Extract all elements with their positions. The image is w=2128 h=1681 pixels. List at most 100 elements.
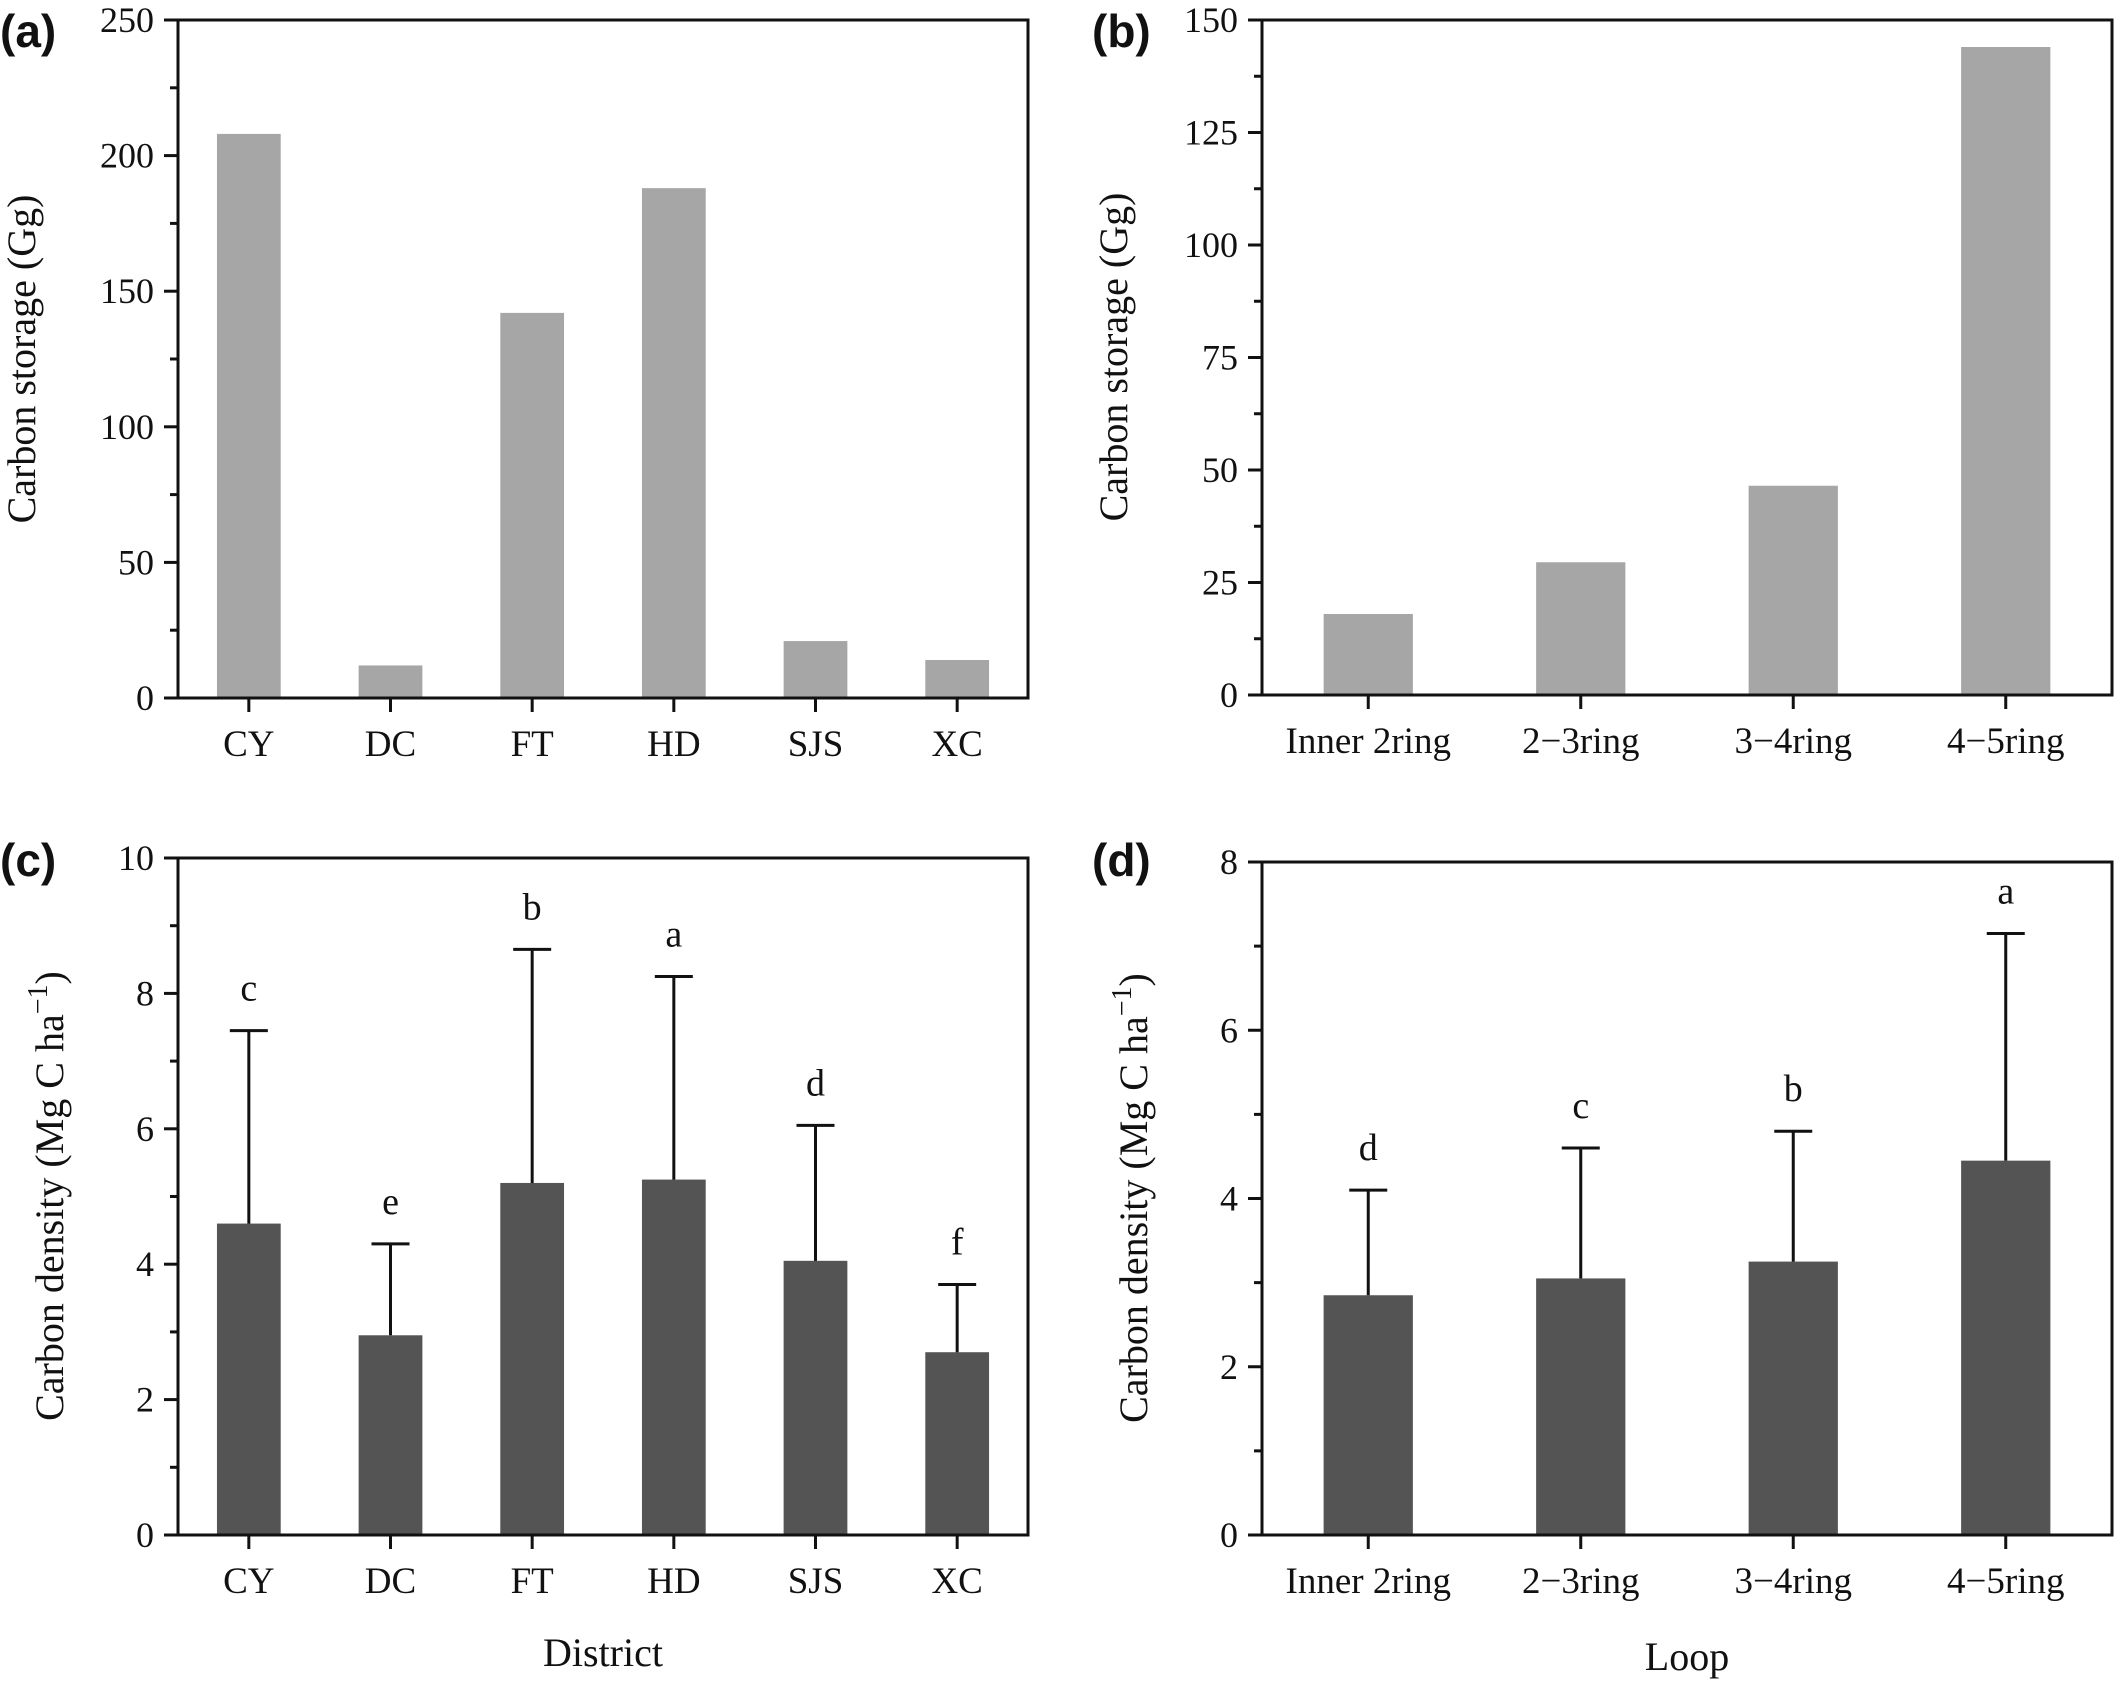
- bar-b-1: [1536, 562, 1626, 695]
- sig-letter-c-0: c: [240, 968, 257, 1010]
- ytick-label-c-4: 8: [136, 973, 154, 1013]
- category-label-a-2: FT: [511, 724, 554, 765]
- y-axis-label-a: Carbon storage (Gg): [0, 195, 44, 524]
- ytick-label-c-3: 6: [136, 1109, 154, 1149]
- bar-c-2: [500, 1182, 565, 1535]
- plot-frame-c: [176, 856, 1030, 1537]
- bar-d-2: [1748, 1261, 1838, 1535]
- ytick-label-d-1: 2: [1220, 1347, 1238, 1387]
- error-bar-d-1: [1561, 1146, 1600, 1279]
- panel-label-d: (d): [1092, 834, 1151, 886]
- category-label-c-3: HD: [647, 1561, 700, 1602]
- category-label-a-3: HD: [647, 724, 700, 765]
- bar-c-5: [925, 1352, 990, 1535]
- ytick-label-b-2: 50: [1202, 450, 1238, 490]
- bar-b-3: [1961, 47, 2051, 695]
- category-label-b-1: 2−3ring: [1522, 721, 1639, 762]
- sig-letter-d-1: c: [1572, 1085, 1589, 1127]
- bar-c-1: [358, 1335, 423, 1535]
- error-bar-c-0: [229, 1029, 268, 1224]
- error-bar-d-0: [1349, 1188, 1388, 1296]
- sig-letter-c-4: d: [806, 1062, 825, 1104]
- x-axis-label-d: Loop: [1645, 1634, 1729, 1679]
- y-axis-label-b: Carbon storage (Gg): [1091, 193, 1136, 522]
- sig-letter-c-2: b: [523, 886, 542, 928]
- panel-label-b: (b): [1092, 5, 1151, 57]
- panel-a: 0 50 100 150 200 250 CY DC FT HD SJS XC (a) Carbon st…: [0, 0, 1030, 765]
- ytick-label-c-5: 10: [118, 838, 154, 878]
- bar-d-0: [1323, 1295, 1413, 1535]
- bar-b-0: [1323, 614, 1413, 695]
- category-label-d-0: Inner 2ring: [1286, 1561, 1451, 1602]
- category-label-a-5: XC: [931, 724, 982, 765]
- ytick-label-a-5: 250: [100, 0, 154, 40]
- y-axis-label-sup-d: −1: [1107, 986, 1138, 1016]
- ytick-label-d-4: 8: [1220, 842, 1238, 882]
- y-axis-label-sup-c: −1: [23, 984, 54, 1014]
- ytick-label-b-6: 150: [1184, 0, 1238, 40]
- bar-c-4: [783, 1260, 848, 1535]
- bar-d-3: [1961, 1160, 2051, 1535]
- sig-letter-d-3: a: [1997, 871, 2014, 913]
- category-label-b-0: Inner 2ring: [1286, 721, 1451, 762]
- panel-c: c e b a d f 0 2 4 6 8 10 CY DC FT HD SJS XC (c) Carbon dens…: [0, 834, 1030, 1675]
- ytick-label-c-2: 4: [136, 1244, 154, 1284]
- category-label-d-2: 3−4ring: [1735, 1561, 1852, 1602]
- panel-label-c: (c): [0, 834, 56, 886]
- sig-letter-c-5: f: [951, 1222, 964, 1264]
- category-label-c-5: XC: [931, 1561, 982, 1602]
- error-bar-d-2: [1774, 1129, 1813, 1262]
- category-label-c-4: SJS: [788, 1561, 844, 1602]
- bar-a-3: [641, 188, 706, 699]
- ytick-label-b-0: 0: [1220, 675, 1238, 715]
- ytick-label-b-4: 100: [1184, 225, 1238, 265]
- category-label-c-2: FT: [511, 1561, 554, 1602]
- sig-letter-d-0: d: [1359, 1127, 1378, 1169]
- ytick-label-d-0: 0: [1220, 1515, 1238, 1555]
- ytick-label-a-4: 200: [100, 136, 154, 176]
- error-bar-c-3: [654, 974, 693, 1180]
- bar-a-2: [500, 312, 565, 698]
- ytick-label-a-0: 0: [136, 678, 154, 718]
- ytick-label-b-5: 125: [1184, 113, 1238, 153]
- category-label-a-4: SJS: [788, 724, 844, 765]
- plot-frame-a: [176, 18, 1030, 700]
- ytick-label-a-1: 50: [118, 542, 154, 582]
- category-label-b-2: 3−4ring: [1735, 721, 1852, 762]
- ytick-label-a-2: 100: [100, 407, 154, 447]
- ytick-label-b-3: 75: [1202, 338, 1238, 378]
- category-label-c-0: CY: [223, 1561, 274, 1602]
- sig-letter-c-1: e: [382, 1181, 399, 1223]
- category-label-a-1: DC: [365, 724, 416, 765]
- error-bar-c-4: [796, 1123, 835, 1261]
- y-axis-label-end-d: ): [1111, 973, 1156, 986]
- bar-b-2: [1748, 485, 1838, 695]
- category-label-c-1: DC: [365, 1561, 416, 1602]
- y-axis-label-c: Carbon density (Mg C ha−1): [23, 971, 72, 1421]
- panel-d: d c b a 0 2 4 6 8 Inner 2ring 2−3ring 3−4ring 4−5rin…: [1092, 834, 2114, 1679]
- y-axis-label-main-d: Carbon density (Mg C ha: [1111, 1016, 1156, 1423]
- category-label-b-3: 4−5ring: [1947, 721, 2064, 762]
- bar-a-5: [925, 660, 990, 698]
- bar-a-4: [783, 641, 848, 698]
- ytick-label-a-3: 150: [100, 271, 154, 311]
- x-axis-label-c: District: [543, 1630, 663, 1675]
- error-bar-c-2: [513, 947, 552, 1183]
- bar-d-1: [1536, 1278, 1626, 1535]
- category-label-a-0: CY: [223, 724, 274, 765]
- bar-c-0: [216, 1223, 281, 1535]
- y-axis-label-d: Carbon density (Mg C ha−1): [1107, 973, 1156, 1423]
- category-label-d-3: 4−5ring: [1947, 1561, 2064, 1602]
- panel-b: 0 25 50 75 100 125 150 Inner 2ring 2−3ring 3−4rin…: [1091, 0, 2114, 762]
- ytick-label-c-0: 0: [136, 1515, 154, 1555]
- ytick-label-d-2: 4: [1220, 1179, 1238, 1219]
- bar-a-1: [358, 665, 423, 698]
- category-label-d-1: 2−3ring: [1522, 1561, 1639, 1602]
- sig-letter-d-2: b: [1784, 1068, 1803, 1110]
- sig-letter-c-3: a: [665, 913, 682, 955]
- bar-a-0: [216, 133, 281, 699]
- ytick-label-c-1: 2: [136, 1380, 154, 1420]
- ytick-label-d-3: 6: [1220, 1010, 1238, 1050]
- error-bar-c-1: [371, 1242, 410, 1336]
- bar-c-3: [641, 1179, 706, 1535]
